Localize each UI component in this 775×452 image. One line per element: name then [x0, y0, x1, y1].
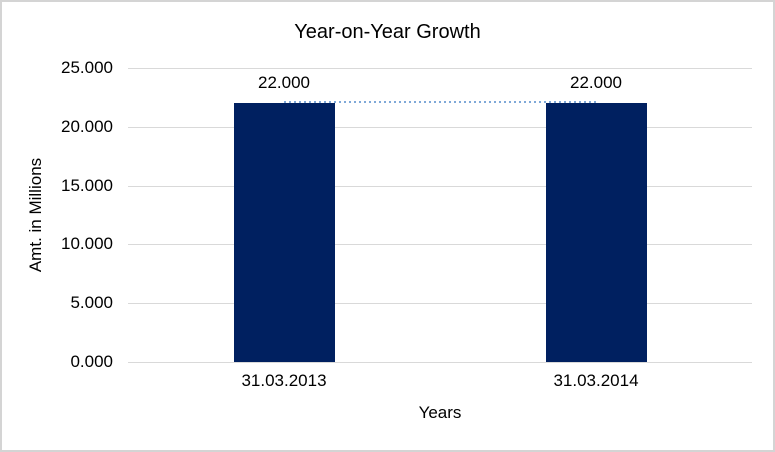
y-tick-label: 15.000 — [61, 176, 113, 195]
bar-value-label: 22.000 — [258, 73, 310, 92]
y-tick-label: 20.000 — [61, 117, 113, 136]
bar — [234, 103, 335, 362]
y-tick-label: 10.000 — [61, 234, 113, 253]
gridline — [128, 303, 752, 304]
y-tick-label: 25.000 — [61, 58, 113, 77]
x-tick-label: 31.03.2013 — [241, 371, 327, 390]
gridline — [128, 244, 752, 245]
gridline — [128, 68, 752, 69]
gridline — [128, 186, 752, 187]
x-tick-label: 31.03.2014 — [553, 371, 639, 390]
gridline — [128, 127, 752, 128]
x-axis-title: Years — [418, 403, 462, 422]
dotted-connector-line — [284, 101, 596, 103]
y-axis-title: Amt. in Millions — [26, 157, 45, 273]
y-tick-label: 5.000 — [70, 293, 113, 312]
y-tick-label: 0.000 — [70, 352, 113, 371]
x-axis-line — [128, 362, 752, 363]
bar-value-label: 22.000 — [570, 73, 622, 92]
chart-title: Year-on-Year Growth — [294, 21, 481, 43]
bar — [546, 103, 647, 362]
plot-area — [128, 68, 752, 363]
